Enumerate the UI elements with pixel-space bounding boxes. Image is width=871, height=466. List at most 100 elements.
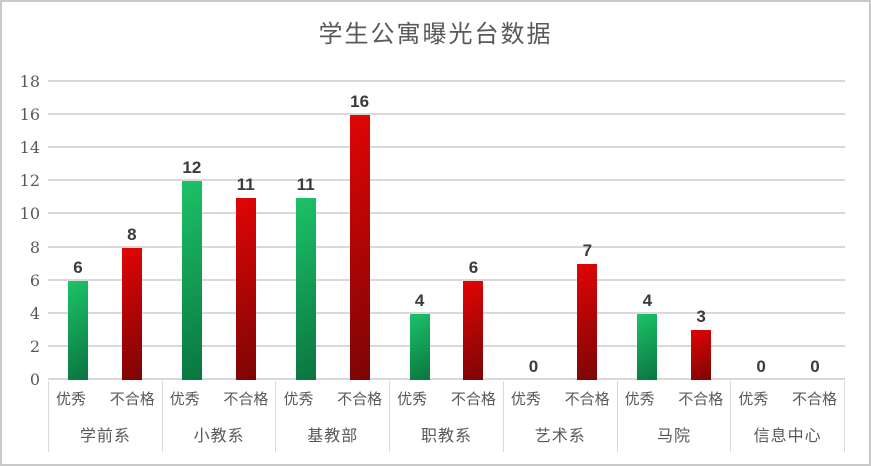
- series-sub-label-row: 优秀 不合格: [163, 381, 276, 417]
- bar-slot: 6: [68, 82, 88, 380]
- series-sub-label-row: 优秀 不合格: [276, 381, 389, 417]
- bar-优秀: [295, 197, 316, 380]
- y-axis: 0 2 4 6 8 10 12 14 16 18: [4, 72, 40, 389]
- y-tick-label: 14: [19, 138, 40, 158]
- x-axis-group-cell: 优秀 不合格马院: [618, 381, 732, 452]
- series-sub-label: 不合格: [450, 390, 496, 409]
- series-sub-label: 不合格: [223, 390, 269, 409]
- x-axis-group-cell: 优秀 不合格艺术系: [504, 381, 618, 452]
- bar-value-label: 16: [350, 92, 370, 112]
- y-tick-label: 12: [19, 171, 40, 191]
- x-axis-group-cell: 优秀 不合格基教部: [276, 381, 391, 452]
- gridline: [48, 245, 845, 248]
- x-axis-group-cell: 优秀 不合格小教系: [163, 381, 277, 452]
- series-sub-label: 优秀: [738, 390, 769, 409]
- gridline: [48, 113, 845, 116]
- bar-不合格: [691, 330, 712, 380]
- bar-value-label: 6: [73, 257, 83, 277]
- bar-value-label: 0: [528, 357, 539, 376]
- bar-优秀: [68, 280, 88, 380]
- series-sub-label: 优秀: [397, 390, 428, 409]
- y-tick-label: 10: [19, 204, 40, 224]
- bar-slot: 4: [409, 82, 430, 380]
- bar-value-label: 4: [414, 290, 425, 310]
- bar-value-label: 3: [696, 307, 706, 327]
- bar-不合格: [121, 247, 142, 380]
- category-label: 马院: [656, 426, 691, 446]
- series-sub-label-row: 优秀 不合格: [504, 381, 617, 417]
- category-label: 信息中心: [753, 426, 822, 446]
- bar-优秀: [409, 313, 430, 380]
- category-label: 基教部: [307, 426, 359, 446]
- gridline: [48, 378, 845, 380]
- x-axis-group-cell: 优秀 不合格职教系: [390, 381, 504, 452]
- bar-value-label: 4: [642, 290, 653, 310]
- gridline: [48, 212, 845, 215]
- bar-value-label: 7: [582, 241, 593, 261]
- x-axis-group-cell: 优秀 不合格 学前系: [49, 381, 163, 452]
- series-sub-label: 优秀: [56, 390, 87, 409]
- bar-不合格: [235, 197, 256, 380]
- bar-value-label: 8: [127, 224, 137, 244]
- bar-value-label: 11: [236, 174, 255, 194]
- series-sub-label: 优秀: [283, 390, 314, 409]
- bar-slot: 0: [523, 82, 543, 380]
- y-tick-label: 18: [19, 72, 40, 91]
- bar-slot: 16: [349, 82, 370, 380]
- y-tick-label: 4: [29, 303, 40, 323]
- bar-优秀: [181, 181, 202, 380]
- x-axis: 优秀 不合格 学前系 优秀 不合格 小教系 优秀 不合格 基教部 优秀 不合格 职教系 优秀 不合格 艺术系…: [48, 381, 846, 452]
- series-sub-label: 不合格: [792, 390, 838, 409]
- bar-group: 11 16: [276, 82, 390, 380]
- series-sub-label: 优秀: [169, 390, 200, 409]
- bar-slot: 12: [181, 82, 202, 380]
- bar-value-label: 12: [182, 158, 202, 178]
- chart-title: 学生公寓曝光台数据: [318, 20, 553, 48]
- bar-value-label: 0: [756, 357, 766, 376]
- y-tick-label: 2: [29, 336, 40, 356]
- y-tick-label: 8: [29, 237, 40, 257]
- x-axis-group-cell: 优秀 不合格信息中心: [731, 381, 846, 452]
- category-label: 艺术系: [534, 426, 586, 446]
- bar-slot: 6: [463, 82, 484, 380]
- bar-slot: 7: [577, 82, 598, 380]
- bar-slot: 11: [295, 82, 316, 380]
- gridline: [48, 278, 845, 281]
- series-sub-label-row: 优秀 不合格: [390, 381, 503, 417]
- series-sub-label: 不合格: [109, 390, 155, 409]
- category-label: 职教系: [421, 426, 473, 446]
- series-sub-label: 不合格: [564, 390, 610, 409]
- bar-slot: 0: [751, 82, 771, 380]
- plot-area: 6 8 12 11 11 16 4 6 0 7 4 3 0 0: [48, 80, 845, 380]
- bar-不合格: [463, 280, 484, 380]
- series-sub-label-row: 优秀 不合格: [49, 381, 162, 417]
- bar-slot: 4: [637, 82, 658, 380]
- series-sub-label: 不合格: [337, 390, 383, 409]
- series-sub-label-row: 优秀 不合格: [731, 381, 844, 417]
- bar-不合格: [349, 115, 370, 380]
- gridline: [48, 311, 845, 314]
- bar-slot: 11: [235, 82, 256, 380]
- gridline: [48, 344, 845, 347]
- bar-slot: 0: [805, 82, 825, 380]
- bar-不合格: [577, 264, 598, 380]
- series-sub-label: 优秀: [624, 390, 655, 409]
- bar-slot: 3: [691, 82, 712, 380]
- gridline: [48, 146, 845, 149]
- series-sub-label-row: 优秀 不合格: [618, 381, 731, 417]
- bar-value-label: 6: [468, 257, 479, 277]
- y-tick-label: 0: [29, 370, 40, 389]
- category-label: 小教系: [193, 426, 245, 446]
- y-tick-label: 6: [29, 270, 40, 290]
- bar-value-label: 11: [296, 174, 315, 194]
- bar-slot: 8: [121, 82, 142, 380]
- bar-优秀: [637, 313, 658, 380]
- bar-group: 12 11: [162, 82, 276, 380]
- gridline: [48, 179, 845, 182]
